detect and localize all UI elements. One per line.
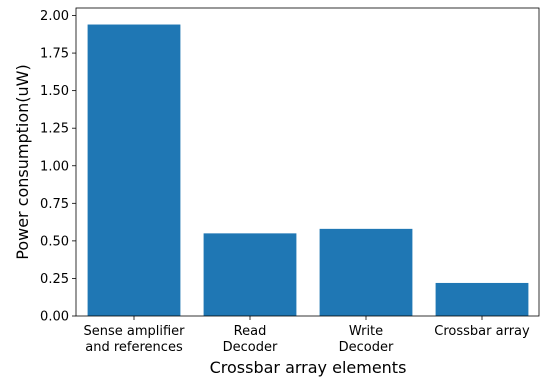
- y-tick-label-3: 0.75: [40, 197, 69, 212]
- y-tick-label-7: 1.75: [40, 47, 69, 62]
- x-axis: Sense amplifier and references Read Decoder…: [83, 316, 530, 355]
- plot-frame: [75, 7, 540, 317]
- bar-2: [319, 228, 413, 316]
- x-tick-label-1: Read Decoder: [223, 324, 278, 355]
- y-axis: 0.00 0.25 0.50 0.75 1.00 1.25 1.50 1.75 2.00: [40, 9, 76, 325]
- y-tick-label-2: 0.50: [40, 234, 69, 249]
- bar-1: [203, 233, 297, 316]
- y-tick-label-4: 1.00: [40, 159, 69, 174]
- bars-group: [87, 24, 529, 317]
- y-tick-label-6: 1.50: [40, 84, 69, 99]
- x-tick-label-3: Crossbar array: [434, 324, 530, 339]
- y-tick-label-1: 0.25: [40, 272, 69, 287]
- y-tick-label-0: 0.00: [40, 310, 69, 325]
- bar-3: [435, 282, 529, 316]
- x-axis-label: Crossbar array elements: [210, 358, 407, 377]
- y-tick-label-8: 2.00: [40, 9, 69, 24]
- x-tick-label-0: Sense amplifier and references: [83, 324, 185, 355]
- y-tick-label-5: 1.25: [40, 122, 69, 137]
- bar-0: [87, 24, 181, 317]
- x-tick-label-2: Write Decoder: [339, 324, 394, 355]
- y-axis-label: Power consumption(uW): [13, 64, 32, 260]
